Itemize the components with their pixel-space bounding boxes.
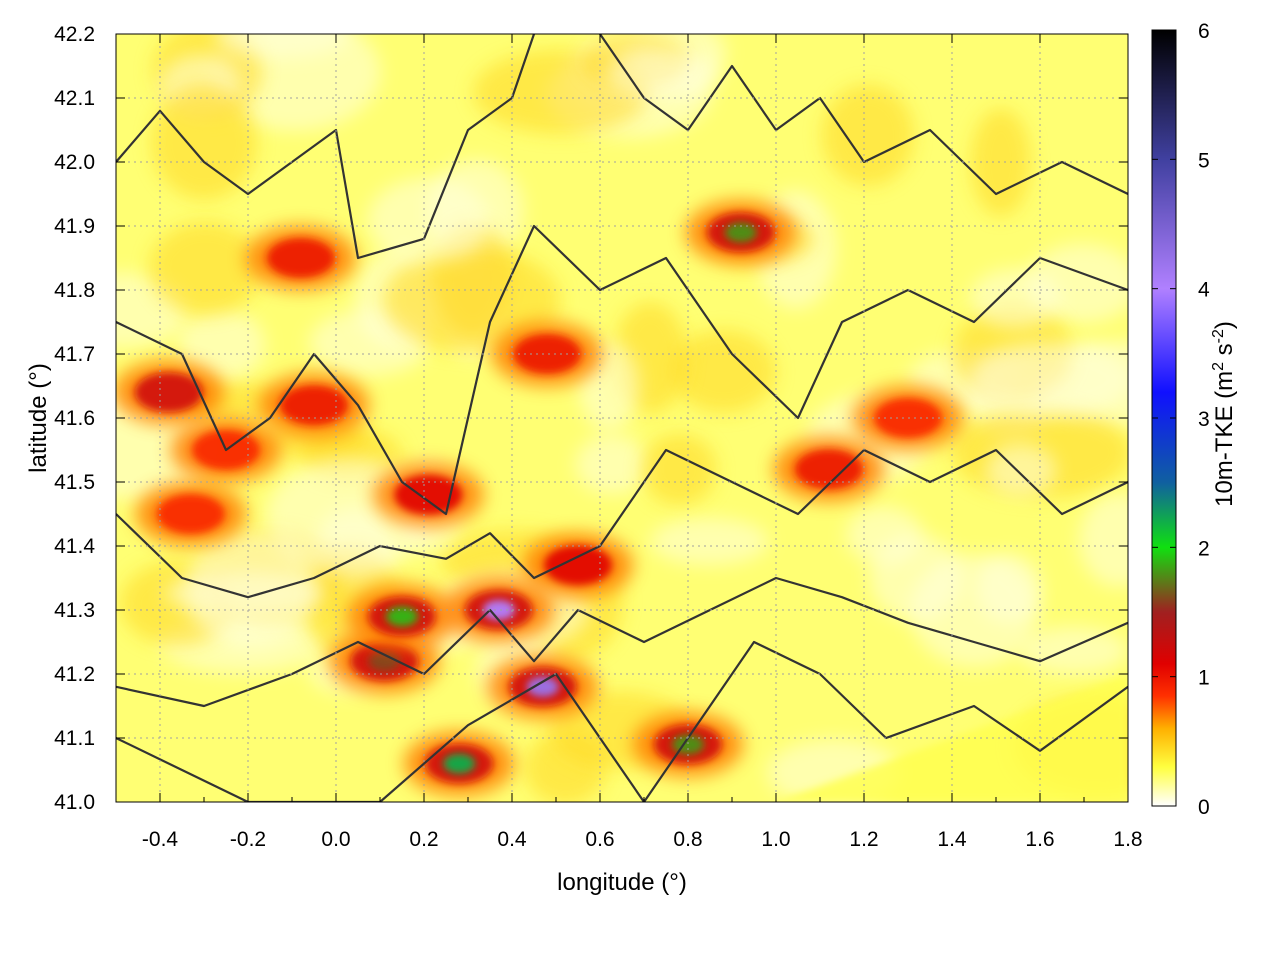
x-tick-label: -0.4 [142,828,179,851]
background-tke-patch [178,309,266,381]
colorbar-tick-label: 3 [1198,408,1210,431]
colorbar-tick-label: 0 [1198,796,1210,819]
background-tke-patch [969,341,1128,418]
background-tke-patch [1079,492,1128,588]
tke-region-core [386,606,418,627]
y-tick-label: 41.1 [54,727,95,750]
tke-region [266,238,335,278]
colorbar-tick-label: 5 [1198,149,1210,172]
colorbar-title-base: 10m-TKE (m [1211,371,1238,507]
y-axis-title: latitude (°) [25,363,52,473]
x-tick-label: 0.8 [673,828,702,851]
y-tick-label: 41.5 [54,471,95,494]
background-tke-patch [575,434,650,495]
y-tick-label: 41.4 [54,535,95,558]
colorbar-tick-label: 4 [1198,279,1210,302]
colorbar-title: 10m-TKE (m2 s-2) [1210,321,1238,507]
y-axis-ticks: 41.0 41.1 41.2 41.3 41.4 41.5 41.6 41.7 41.8 41.9… [54,23,1128,814]
background-tke-patch [151,85,257,200]
y-tick-label: 41.9 [54,215,95,238]
background-tke-patch [641,433,717,506]
y-tick-label: 41.0 [54,791,95,814]
grid-lines [116,34,1128,802]
background-tke-patch [985,444,1056,498]
background-tke-patch [367,177,490,264]
colorbar-title-mid: s [1211,343,1238,362]
terrain-contour [116,640,1128,802]
y-tick-label: 41.7 [54,343,95,366]
x-tick-label: 0.6 [585,828,614,851]
background-tke-patch [605,48,721,101]
tke-region [156,494,225,534]
colorbar-title-sup1: 2 [1210,362,1227,371]
tke-region [544,545,612,586]
background-tke-patch [970,108,1031,217]
tke-region [394,474,463,515]
y-tick-label: 41.6 [54,407,95,430]
colorbar-title-end: ) [1211,321,1238,329]
y-tick-label: 42.1 [54,87,95,110]
x-axis-ticks: -0.4 -0.2 0.0 0.2 0.4 0.6 0.8 1.0 1.2 1.4 1.6 1.8 [115,34,1143,851]
background-tke-patch [186,531,317,649]
terrain-contour [116,576,1128,708]
colorbar-title-sup2: -2 [1210,329,1227,343]
tke-region [134,372,203,413]
tke-region-core [443,753,476,774]
background-tke-patch [670,329,777,414]
y-tick-label: 41.2 [54,663,95,686]
background-tke-patch [383,247,561,353]
y-tick-label: 41.3 [54,599,95,622]
plot-area [115,33,1129,803]
x-tick-label: 1.2 [849,828,878,851]
tke-region-core [368,651,401,672]
background-tke-patch [910,554,1039,668]
colorbar-tick-label: 1 [1198,667,1210,690]
x-tick-label: 0.0 [321,828,350,851]
x-axis-title: longitude (°) [557,869,687,896]
background-tke-patch [970,268,1060,329]
colorbar-tick-label: 2 [1198,537,1210,560]
x-tick-label: 0.4 [497,828,527,851]
x-tick-label: 1.0 [761,828,790,851]
tke-region-core [724,222,757,243]
tke-region [280,385,348,426]
heatmap-field [116,34,1128,802]
tke-region [513,334,582,374]
colorbar-ticks: 0 1 2 3 4 5 6 [1152,20,1210,819]
tke-region-core [482,600,515,620]
colorbar-tick-label: 6 [1198,20,1210,43]
background-tke-patch [215,34,350,59]
tke-region [794,449,863,490]
background-tke-patch [1018,626,1128,674]
tke-region-core [526,676,559,697]
x-tick-label: -0.2 [230,828,266,851]
y-tick-label: 41.8 [54,279,95,302]
background-tke-patch [149,221,262,316]
background-tke-patch [649,517,769,566]
y-tick-label: 42.2 [54,23,95,46]
x-tick-label: 1.8 [1113,828,1142,851]
x-tick-label: 1.4 [937,828,967,851]
x-tick-label: 0.2 [409,828,438,851]
x-tick-label: 1.6 [1025,828,1054,851]
y-tick-label: 42.0 [54,151,95,174]
background-tke-patch [821,84,915,186]
